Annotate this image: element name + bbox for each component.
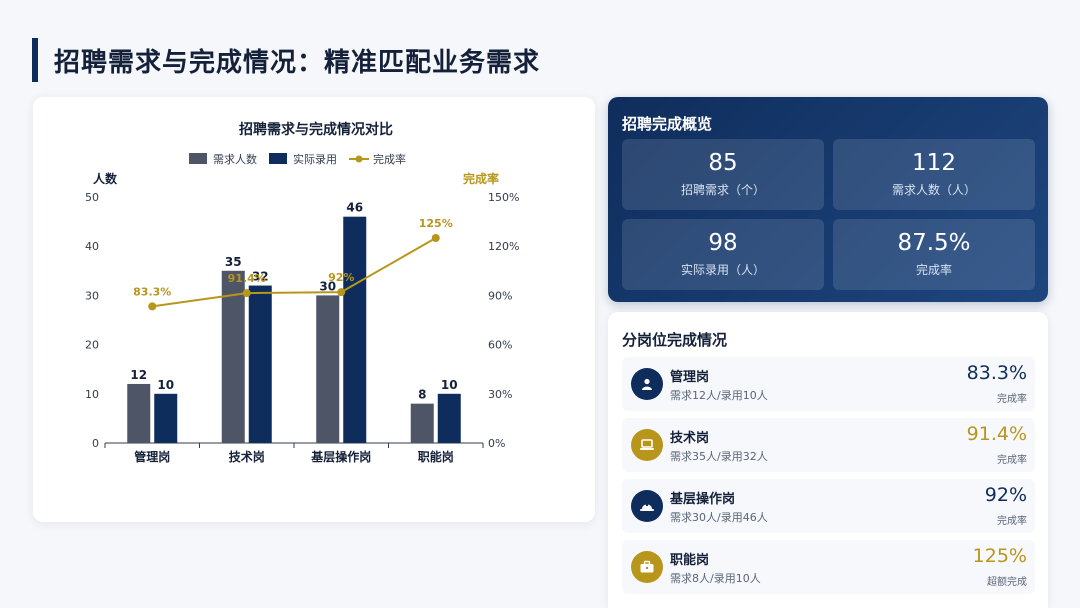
bar-data-label: 10 bbox=[441, 378, 458, 392]
bar-hired bbox=[248, 285, 272, 443]
stat-label: 需求人数（人） bbox=[891, 183, 976, 197]
rate-line bbox=[152, 237, 437, 308]
job-rate: 83.3% bbox=[966, 362, 1027, 384]
rate-data-label: 83.3% bbox=[133, 285, 171, 298]
job-rate-label: 完成率 bbox=[997, 516, 1027, 527]
x-tick-label: 技术岗 bbox=[229, 449, 265, 464]
legend-swatch-0 bbox=[189, 153, 207, 164]
job-rate: 91.4% bbox=[966, 423, 1027, 445]
chart-title: 招聘需求与完成情况对比 bbox=[239, 121, 393, 138]
hard-hat-icon bbox=[631, 490, 663, 522]
y-right-tick-label: 120% bbox=[488, 240, 519, 253]
title-accent-bar bbox=[32, 38, 38, 82]
bar-data-label: 32 bbox=[252, 270, 269, 284]
legend-label-2: 完成率 bbox=[373, 152, 406, 166]
stat-box-demand: 85 招聘需求（个） bbox=[622, 139, 824, 210]
y-tick-label: 50 bbox=[85, 191, 99, 204]
y-tick-label: 20 bbox=[85, 339, 99, 352]
detail-card: 分岗位完成情况 管理岗 需求12人/录用10人 83.3% 完成率 技术岗 需求… bbox=[608, 312, 1048, 608]
bar-data-label: 46 bbox=[346, 201, 363, 215]
job-sub: 需求8人/录用10人 bbox=[670, 572, 761, 585]
rate-data-label: 92% bbox=[328, 271, 354, 284]
y-right-tick-label: 30% bbox=[488, 388, 512, 401]
job-row-tech: 技术岗 需求35人/录用32人 91.4% 完成率 bbox=[622, 418, 1035, 472]
bar-demand bbox=[410, 403, 434, 443]
job-row-management: 管理岗 需求12人/录用10人 83.3% 完成率 bbox=[622, 357, 1035, 411]
y-right-tick-label: 150% bbox=[488, 191, 519, 204]
rate-point bbox=[242, 289, 251, 298]
job-rate-label: 超额完成 bbox=[987, 577, 1027, 588]
stat-label: 招聘需求（个） bbox=[680, 183, 765, 197]
briefcase-icon bbox=[631, 551, 663, 583]
legend-swatch-1 bbox=[269, 153, 287, 164]
laptop-icon bbox=[631, 429, 663, 461]
bar-data-label: 8 bbox=[418, 388, 426, 402]
job-row-operations: 基层操作岗 需求30人/录用46人 92% 完成率 bbox=[622, 479, 1035, 533]
stat-label: 完成率 bbox=[915, 263, 952, 277]
x-tick-label: 基层操作岗 bbox=[310, 449, 371, 464]
bar-hired bbox=[343, 216, 367, 443]
legend-label-1: 实际录用 bbox=[293, 152, 337, 166]
job-name: 职能岗 bbox=[670, 553, 710, 568]
y-right-tick-label: 0% bbox=[488, 437, 505, 450]
rate-point bbox=[337, 288, 346, 297]
stat-box-headcount: 112 需求人数（人） bbox=[833, 139, 1035, 210]
overview-card: 招聘完成概览 85 招聘需求（个） 112 需求人数（人） 98 实际录用（人）… bbox=[608, 97, 1048, 302]
y-right-tick-label: 60% bbox=[488, 339, 512, 352]
bar-demand bbox=[316, 295, 340, 443]
rate-point bbox=[431, 234, 440, 242]
rate-data-label: 125% bbox=[419, 217, 453, 230]
detail-title: 分岗位完成情况 bbox=[622, 331, 728, 349]
page-title: 招聘需求与完成情况：精准匹配业务需求 bbox=[54, 47, 541, 78]
job-name: 技术岗 bbox=[670, 431, 710, 446]
y-tick-label: 40 bbox=[85, 240, 99, 253]
job-sub: 需求30人/录用46人 bbox=[670, 511, 768, 524]
chart-card: 招聘需求与完成情况对比 需求人数 实际录用 完成率 人数 完成率 0 10 20 30 40 50 0%… bbox=[33, 97, 595, 522]
stat-box-rate: 87.5% 完成率 bbox=[833, 219, 1035, 290]
legend-marker-2 bbox=[355, 155, 363, 163]
job-name: 管理岗 bbox=[670, 370, 710, 385]
x-tick-label: 管理岗 bbox=[134, 449, 170, 464]
page-header: 招聘需求与完成情况：精准匹配业务需求 bbox=[32, 38, 540, 82]
y-axis-title: 人数 bbox=[93, 171, 118, 186]
rate-point bbox=[148, 302, 157, 311]
job-sub: 需求35人/录用32人 bbox=[670, 450, 768, 463]
bar-data-label: 30 bbox=[319, 279, 336, 293]
bar-demand bbox=[127, 383, 151, 443]
stat-box-hired: 98 实际录用（人） bbox=[622, 219, 824, 290]
bar-hired bbox=[154, 393, 178, 443]
y-right-tick-label: 90% bbox=[488, 289, 512, 302]
user-badge-icon bbox=[631, 368, 663, 400]
stat-value: 98 bbox=[708, 230, 738, 256]
rate-data-label: 91.4% bbox=[228, 272, 266, 285]
legend-label-0: 需求人数 bbox=[213, 153, 257, 166]
stat-value: 112 bbox=[912, 150, 956, 176]
stat-value: 85 bbox=[708, 150, 738, 176]
bar-demand bbox=[221, 270, 245, 443]
bar-data-label: 10 bbox=[157, 378, 174, 392]
stat-value: 87.5% bbox=[897, 230, 971, 256]
stat-label: 实际录用（人） bbox=[680, 263, 765, 277]
y-tick-label: 30 bbox=[85, 289, 99, 302]
job-rate: 125% bbox=[972, 545, 1027, 567]
y-tick-label: 0 bbox=[92, 437, 99, 450]
job-row-functional: 职能岗 需求8人/录用10人 125% 超额完成 bbox=[622, 540, 1035, 594]
bar-data-label: 12 bbox=[130, 368, 147, 382]
y-axis-right-title: 完成率 bbox=[463, 171, 499, 186]
job-sub: 需求12人/录用10人 bbox=[670, 389, 768, 402]
x-tick-label: 职能岗 bbox=[418, 449, 454, 464]
job-rate: 92% bbox=[984, 484, 1027, 506]
overview-title: 招聘完成概览 bbox=[622, 115, 713, 133]
job-rate-label: 完成率 bbox=[997, 455, 1027, 466]
job-rate-label: 完成率 bbox=[997, 394, 1027, 405]
y-tick-label: 10 bbox=[85, 388, 99, 401]
bar-data-label: 35 bbox=[225, 255, 242, 269]
job-name: 基层操作岗 bbox=[670, 492, 736, 507]
bar-hired bbox=[437, 393, 461, 443]
